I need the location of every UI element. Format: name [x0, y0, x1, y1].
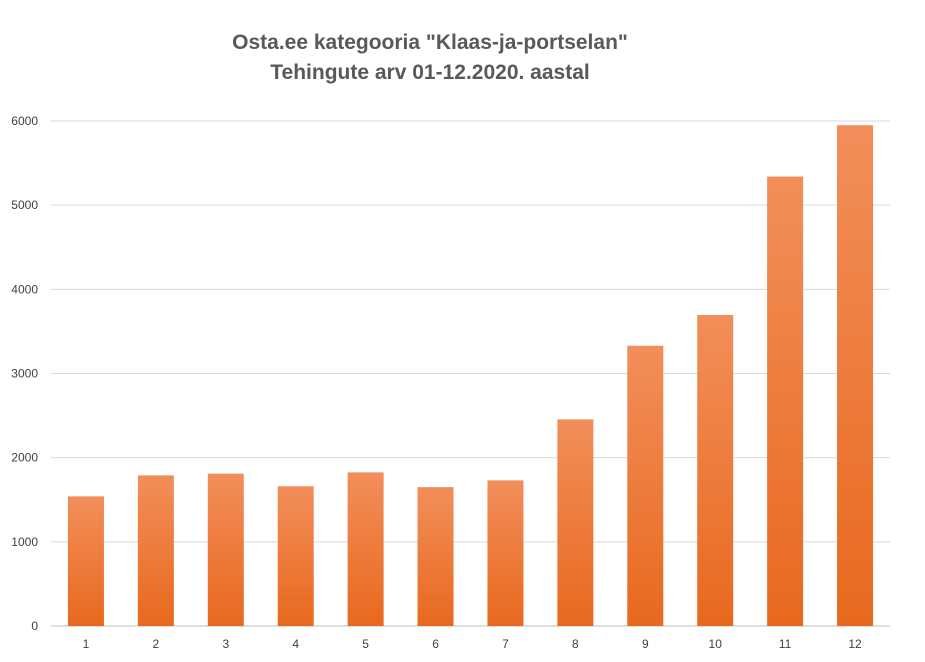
chart-title: Osta.ee kategooria "Klaas-ja-portselan"	[232, 31, 628, 54]
chart-title-block: Osta.ee kategooria "Klaas-ja-portselan" …	[0, 28, 860, 88]
y-tick-label: 5000	[11, 198, 38, 212]
y-tick-label: 2000	[11, 451, 38, 465]
x-tick-label: 12	[848, 637, 862, 651]
x-axis-ticks: 1 2 3 4 5 6 7 8 9 10 11 12	[83, 637, 862, 651]
bar-month-5	[347, 472, 384, 626]
bar-month-3	[207, 473, 244, 626]
chart-subtitle: Tehingute arv 01-12.2020. aastal	[270, 61, 590, 84]
x-tick-label: 6	[432, 637, 439, 651]
x-tick-label: 8	[572, 637, 579, 651]
bar-month-7	[487, 480, 524, 626]
bar-month-1	[67, 496, 104, 626]
x-tick-label: 4	[292, 637, 299, 651]
bar-month-4	[277, 486, 314, 626]
x-tick-label: 7	[502, 637, 509, 651]
y-axis-ticks: 0 1000 2000 3000 4000 5000 6000	[11, 114, 38, 633]
bar-month-9	[627, 345, 664, 626]
x-tick-label: 1	[83, 637, 90, 651]
x-tick-label: 11	[779, 637, 792, 651]
bar-month-10	[697, 315, 734, 626]
bars	[67, 125, 874, 627]
x-tick-label: 5	[362, 637, 369, 651]
x-tick-label: 9	[642, 637, 649, 651]
bar-month-11	[767, 176, 804, 627]
bar-month-6	[417, 487, 454, 626]
bar-month-12	[837, 125, 874, 626]
x-tick-label: 10	[709, 637, 723, 651]
x-tick-label: 3	[222, 637, 229, 651]
x-tick-label: 2	[153, 637, 160, 651]
y-tick-label: 6000	[11, 114, 38, 128]
y-tick-label: 1000	[11, 535, 38, 549]
y-tick-label: 3000	[11, 367, 38, 381]
gridlines	[51, 120, 890, 627]
y-tick-label: 0	[31, 619, 38, 633]
bar-month-8	[557, 419, 594, 626]
bar-month-2	[137, 475, 174, 626]
y-tick-label: 4000	[11, 282, 38, 296]
